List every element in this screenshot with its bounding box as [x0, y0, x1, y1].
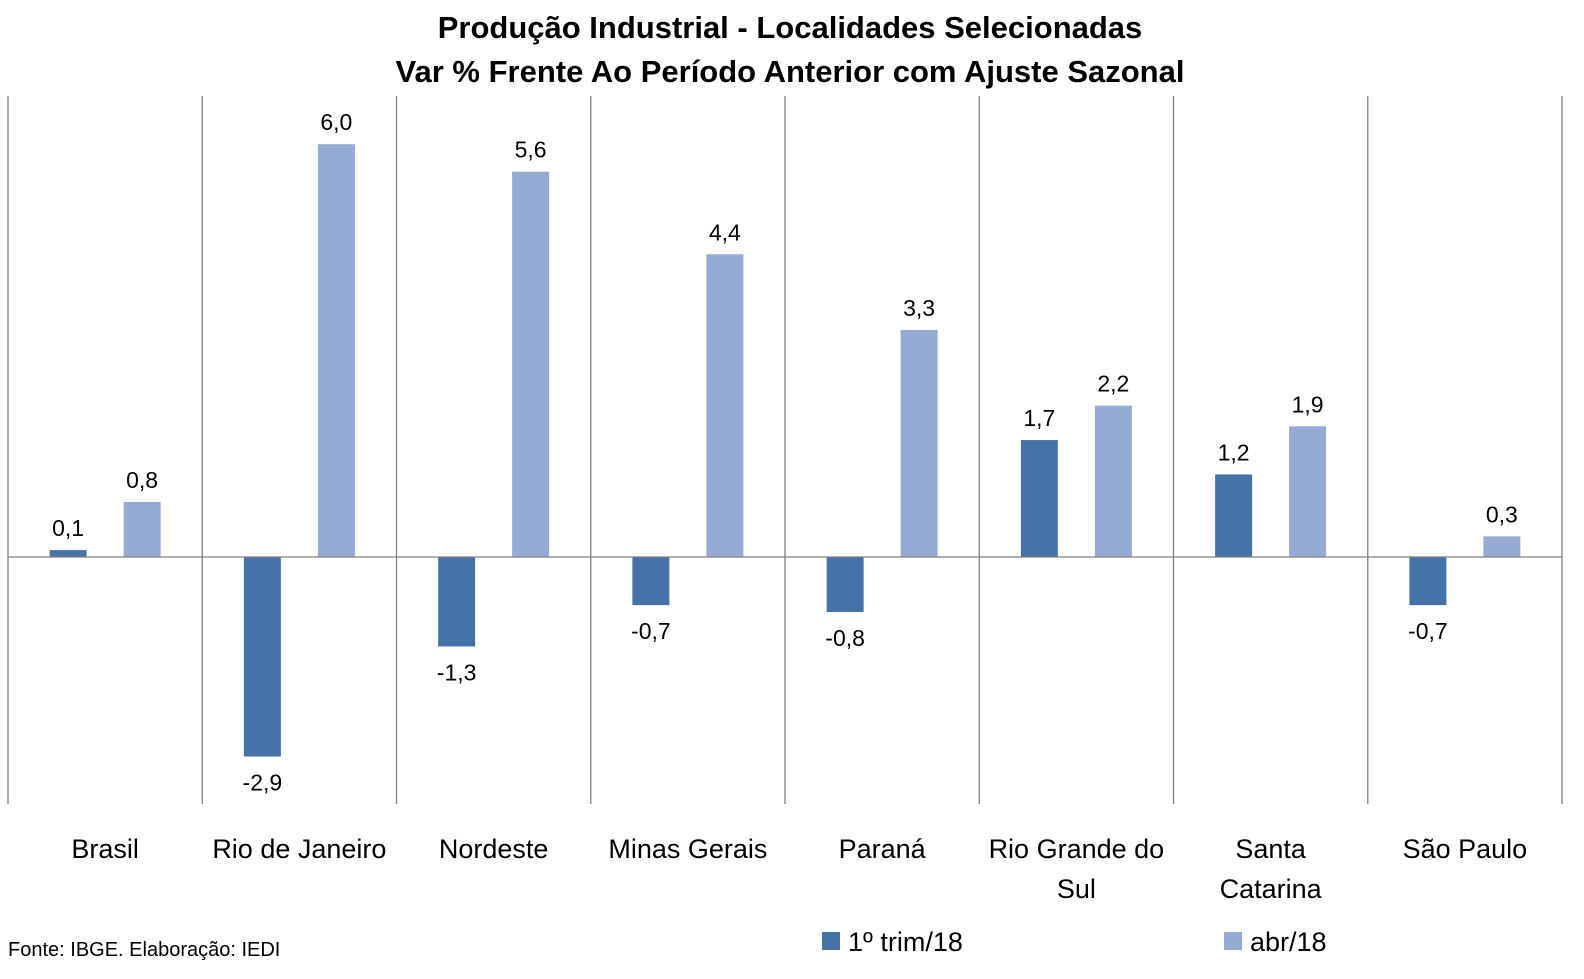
bar-series2 [1483, 536, 1521, 557]
bar-series2 [512, 171, 550, 557]
category-label: Brasil [71, 834, 139, 864]
data-label: 4,4 [709, 219, 741, 245]
data-label: 3,3 [903, 295, 935, 321]
legend: 1º trim/18 abr/18 [822, 927, 1327, 957]
legend-swatch [1224, 932, 1242, 950]
bar-series1 [1215, 474, 1253, 557]
legend-swatch [822, 932, 840, 950]
data-label: 1,9 [1292, 391, 1324, 417]
data-label: 5,6 [515, 137, 547, 163]
data-label: 1,2 [1218, 439, 1250, 465]
category-label: Sul [1057, 874, 1096, 904]
bar-series1 [826, 557, 864, 613]
data-label: 0,3 [1486, 501, 1518, 527]
data-label: 1,7 [1023, 405, 1055, 431]
bar-series1 [49, 550, 87, 557]
data-label: -2,9 [243, 770, 283, 796]
bar-series2 [900, 329, 938, 557]
bar-series2 [1289, 426, 1327, 557]
legend-label: abr/18 [1250, 927, 1327, 957]
data-label: 0,8 [126, 467, 158, 493]
bar-series2 [317, 144, 355, 557]
data-label: -0,8 [825, 625, 865, 651]
bar-series1 [438, 557, 476, 647]
category-label: Rio de Janeiro [212, 834, 386, 864]
data-label: -1,3 [437, 659, 477, 685]
legend-label: 1º trim/18 [848, 927, 963, 957]
category-label: Santa [1235, 834, 1307, 864]
bar-series2 [123, 501, 161, 557]
bar-series1 [1020, 440, 1058, 557]
data-label: -0,7 [631, 618, 671, 644]
bar-series1 [243, 557, 281, 757]
plot-area [7, 96, 1563, 804]
chart-subtitle: Var % Frente Ao Período Anterior com Aju… [396, 54, 1185, 89]
category-label: Paraná [839, 834, 927, 864]
source-note: Fonte: IBGE. Elaboração: IEDI [8, 939, 280, 961]
bar-series1 [1409, 557, 1447, 606]
data-label: 2,2 [1097, 371, 1129, 397]
data-labels: 0,1 -2,9 -1,3 -0,7 -0,8 1,7 1,2 -0,7 0,8 6,0 5,6 4,… [52, 109, 1518, 795]
data-label: 0,1 [52, 515, 84, 541]
category-label: Rio Grande do [989, 834, 1165, 864]
category-label: Minas Gerais [608, 834, 767, 864]
chart-title: Produção Industrial - Localidades Seleci… [438, 10, 1143, 45]
data-label: 6,0 [320, 109, 352, 135]
category-label: Catarina [1220, 874, 1323, 904]
category-axis-labels: Brasil Rio de Janeiro Nordeste Minas Gerais… [71, 834, 1527, 904]
bar-series2 [1094, 405, 1132, 557]
category-label: Nordeste [439, 834, 549, 864]
bar-series2 [706, 254, 744, 557]
bar-series1 [632, 557, 670, 606]
data-label: -0,7 [1408, 618, 1448, 644]
category-label: São Paulo [1403, 834, 1528, 864]
